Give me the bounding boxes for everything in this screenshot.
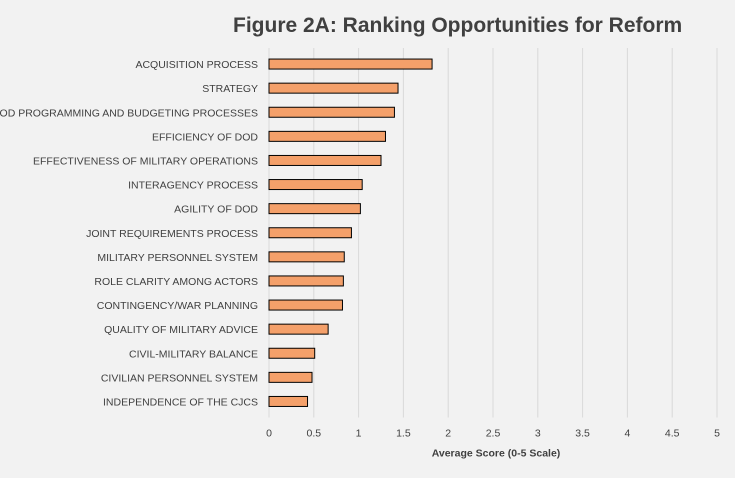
bar [268, 154, 382, 166]
bar [268, 371, 313, 383]
bar [268, 395, 309, 407]
category-label: CIVIL-MILITARY BALANCE [129, 348, 258, 360]
category-label: INTERAGENCY PROCESS [128, 180, 258, 192]
category-label: JOINT REQUIREMENTS PROCESS [86, 228, 258, 240]
bar [268, 203, 361, 215]
category-label: EFFICIENCY OF DOD [152, 131, 258, 143]
bar [268, 106, 395, 118]
category-label: QUALITY OF MILITARY ADVICE [104, 324, 258, 336]
x-tick-label: 0.5 [306, 428, 321, 440]
x-tick-label: 2.5 [486, 428, 501, 440]
x-tick-label: 3.5 [575, 428, 590, 440]
chart-title: Figure 2A: Ranking Opportunities for Ref… [233, 14, 683, 37]
x-tick-label: 4 [624, 428, 630, 440]
x-tick-label: 0 [266, 428, 272, 440]
category-label: INDEPENDENCE OF THE CJCS [103, 396, 258, 408]
bar [268, 227, 352, 239]
bar [268, 58, 433, 70]
bar [268, 275, 344, 287]
x-axis-title: Average Score (0-5 Scale) [432, 448, 561, 460]
category-label: STRATEGY [202, 83, 258, 95]
bar [268, 347, 316, 359]
category-label: CONTINGENCY/WAR PLANNING [97, 300, 258, 312]
bar [268, 179, 363, 191]
x-tick-label: 5 [714, 428, 720, 440]
x-tick-label: 1.5 [396, 428, 411, 440]
x-tick-label: 1 [356, 428, 362, 440]
bar [268, 82, 399, 94]
x-tick-label: 2 [445, 428, 451, 440]
category-label: AGILITY OF DOD [174, 204, 258, 216]
x-tick-label: 3 [535, 428, 541, 440]
bar [268, 299, 343, 311]
bar [268, 130, 386, 142]
x-tick-label: 4.5 [665, 428, 680, 440]
bar [268, 251, 345, 263]
bar [268, 323, 329, 335]
category-label: ACQUISITION PROCESS [135, 59, 258, 71]
category-label: MILITARY PERSONNEL SYSTEM [97, 252, 258, 264]
category-label: CIVILIAN PERSONNEL SYSTEM [101, 372, 258, 384]
category-label: DOD PROGRAMMING AND BUDGETING PROCESSES [0, 107, 258, 119]
category-label: EFFECTIVENESS OF MILITARY OPERATIONS [33, 155, 258, 167]
category-label: ROLE CLARITY AMONG ACTORS [94, 276, 258, 288]
